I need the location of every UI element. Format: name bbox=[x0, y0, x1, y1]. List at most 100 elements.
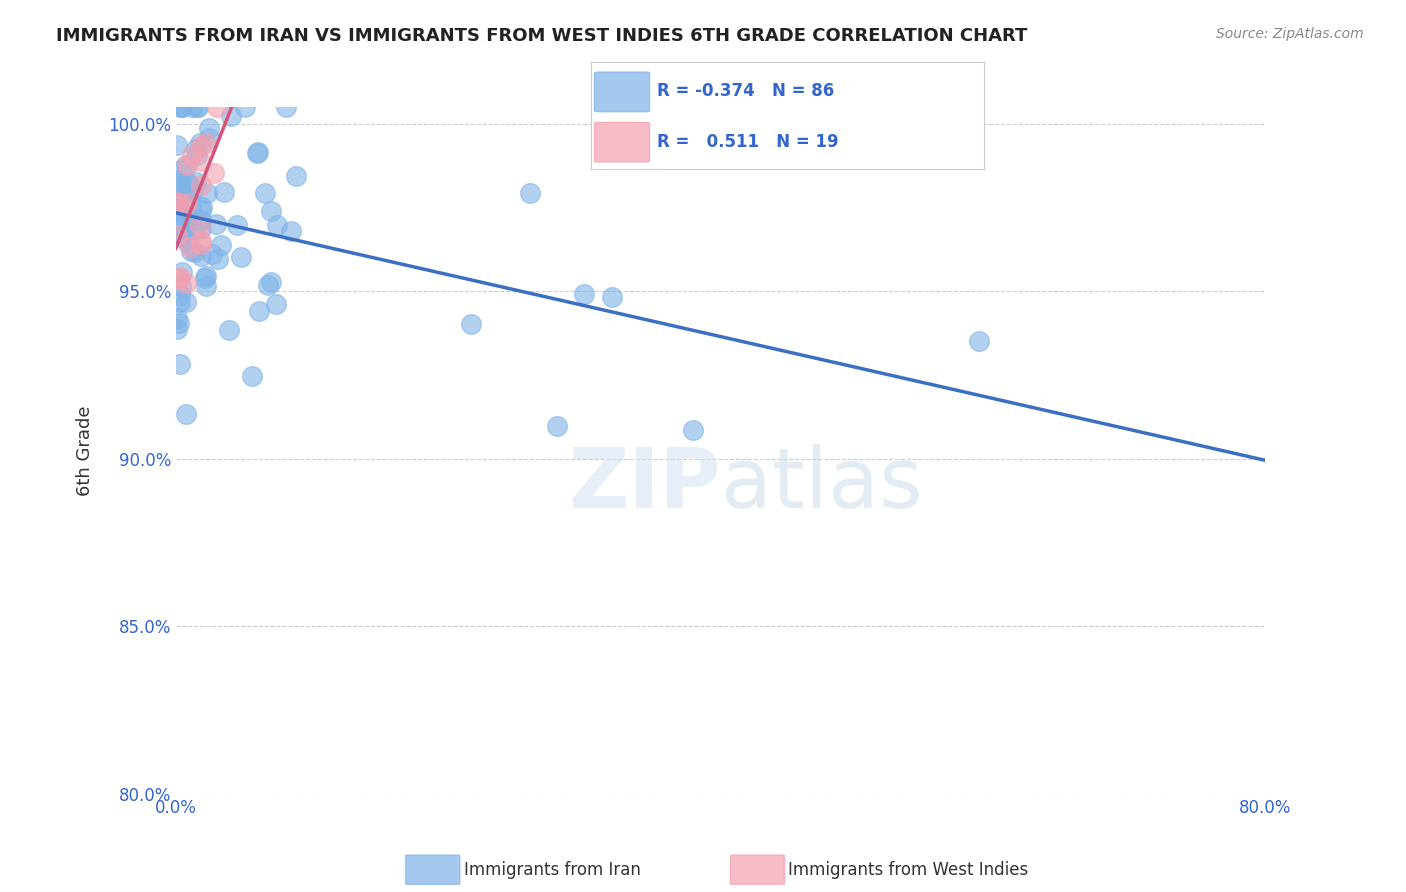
FancyBboxPatch shape bbox=[731, 855, 785, 884]
Immigrants from Iran bbox=[169, 288, 191, 302]
Immigrants from Iran bbox=[231, 250, 253, 264]
Immigrants from Iran bbox=[176, 294, 198, 309]
Immigrants from West Indies bbox=[179, 240, 201, 254]
Immigrants from Iran bbox=[187, 100, 209, 114]
Immigrants from Iran bbox=[184, 142, 207, 156]
Immigrants from Iran bbox=[218, 323, 240, 337]
Immigrants from Iran bbox=[190, 212, 212, 227]
Immigrants from Iran bbox=[166, 138, 188, 153]
Immigrants from Iran bbox=[172, 100, 194, 114]
Text: Immigrants from Iran: Immigrants from Iran bbox=[464, 861, 641, 879]
Immigrants from Iran bbox=[246, 145, 269, 160]
Immigrants from West Indies bbox=[166, 272, 188, 286]
Immigrants from West Indies bbox=[190, 138, 212, 153]
Immigrants from Iran bbox=[205, 217, 228, 231]
Immigrants from Iran bbox=[167, 217, 190, 231]
Immigrants from Iran bbox=[166, 311, 188, 326]
Immigrants from Iran bbox=[574, 286, 596, 301]
Immigrants from Iran bbox=[209, 237, 232, 252]
Immigrants from Iran bbox=[253, 186, 276, 200]
Immigrants from Iran bbox=[207, 252, 229, 266]
Immigrants from Iran bbox=[201, 247, 224, 261]
Immigrants from Iran bbox=[183, 224, 205, 238]
Immigrants from West Indies bbox=[174, 276, 197, 290]
Text: atlas: atlas bbox=[721, 444, 922, 525]
Immigrants from Iran bbox=[166, 322, 188, 336]
Immigrants from West Indies bbox=[194, 136, 217, 150]
FancyBboxPatch shape bbox=[595, 72, 650, 112]
Immigrants from Iran bbox=[170, 205, 193, 219]
Immigrants from Iran bbox=[180, 185, 202, 199]
Immigrants from Iran bbox=[174, 220, 197, 235]
Immigrants from Iran bbox=[177, 177, 200, 191]
FancyBboxPatch shape bbox=[595, 122, 650, 162]
Immigrants from West Indies bbox=[181, 148, 204, 162]
Immigrants from Iran bbox=[546, 419, 568, 434]
Immigrants from Iran bbox=[233, 100, 256, 114]
Immigrants from Iran bbox=[173, 229, 195, 244]
Immigrants from Iran bbox=[190, 202, 212, 217]
Immigrants from Iran bbox=[226, 218, 249, 232]
Immigrants from West Indies bbox=[190, 237, 212, 252]
Immigrants from Iran bbox=[219, 109, 242, 123]
Immigrants from Iran bbox=[600, 290, 623, 304]
Immigrants from Iran bbox=[969, 334, 991, 348]
Immigrants from Iran bbox=[264, 297, 287, 311]
Immigrants from Iran bbox=[170, 162, 193, 177]
Immigrants from Iran bbox=[174, 234, 197, 248]
Immigrants from Iran bbox=[181, 100, 204, 114]
Text: R = -0.374   N = 86: R = -0.374 N = 86 bbox=[658, 82, 835, 100]
Immigrants from Iran bbox=[169, 202, 191, 216]
Immigrants from Iran bbox=[170, 189, 193, 203]
Immigrants from Iran bbox=[186, 148, 208, 162]
Immigrants from Iran bbox=[166, 176, 188, 190]
Immigrants from Iran bbox=[174, 407, 197, 421]
Immigrants from Iran bbox=[170, 265, 193, 279]
Immigrants from Iran bbox=[174, 216, 197, 230]
Immigrants from Iran bbox=[198, 131, 221, 145]
Immigrants from Iran bbox=[166, 173, 188, 187]
Immigrants from Iran bbox=[167, 316, 190, 330]
Immigrants from Iran bbox=[166, 194, 188, 208]
Immigrants from West Indies bbox=[176, 196, 198, 211]
Immigrants from Iran bbox=[166, 204, 188, 219]
Immigrants from Iran bbox=[284, 169, 307, 183]
Immigrants from Iran bbox=[170, 279, 193, 293]
Immigrants from West Indies bbox=[166, 227, 188, 242]
Immigrants from Iran bbox=[174, 227, 197, 241]
Immigrants from Iran bbox=[173, 228, 195, 243]
Immigrants from Iran bbox=[180, 198, 202, 212]
Immigrants from West Indies bbox=[190, 234, 212, 248]
Immigrants from West Indies bbox=[176, 158, 198, 172]
Text: Immigrants from West Indies: Immigrants from West Indies bbox=[789, 861, 1029, 879]
Immigrants from Iran bbox=[169, 357, 191, 371]
Immigrants from Iran bbox=[260, 275, 283, 289]
Immigrants from West Indies bbox=[202, 166, 225, 180]
Immigrants from Iran bbox=[519, 186, 541, 200]
Immigrants from Iran bbox=[188, 136, 211, 150]
Immigrants from Iran bbox=[247, 304, 270, 318]
Immigrants from Iran bbox=[184, 175, 207, 189]
Immigrants from Iran bbox=[214, 185, 236, 199]
Text: Source: ZipAtlas.com: Source: ZipAtlas.com bbox=[1216, 27, 1364, 41]
Immigrants from Iran bbox=[174, 158, 197, 172]
Immigrants from Iran bbox=[170, 100, 193, 114]
Immigrants from Iran bbox=[198, 120, 221, 135]
Immigrants from Iran bbox=[266, 218, 288, 232]
Immigrants from West Indies bbox=[169, 197, 191, 211]
Immigrants from Iran bbox=[184, 244, 207, 259]
Immigrants from Iran bbox=[194, 279, 217, 293]
Immigrants from Iran bbox=[195, 269, 218, 284]
Immigrants from West Indies bbox=[190, 178, 212, 193]
Text: R =   0.511   N = 19: R = 0.511 N = 19 bbox=[658, 133, 839, 151]
Immigrants from Iran bbox=[190, 248, 212, 262]
Immigrants from Iran bbox=[274, 100, 297, 114]
Immigrants from Iran bbox=[169, 295, 191, 310]
Immigrants from Iran bbox=[260, 204, 283, 219]
Immigrants from West Indies bbox=[166, 194, 188, 209]
Immigrants from Iran bbox=[246, 145, 269, 160]
Immigrants from West Indies bbox=[169, 269, 191, 284]
Immigrants from Iran bbox=[177, 178, 200, 193]
Immigrants from Iran bbox=[240, 368, 263, 383]
Immigrants from Iran bbox=[186, 100, 208, 114]
